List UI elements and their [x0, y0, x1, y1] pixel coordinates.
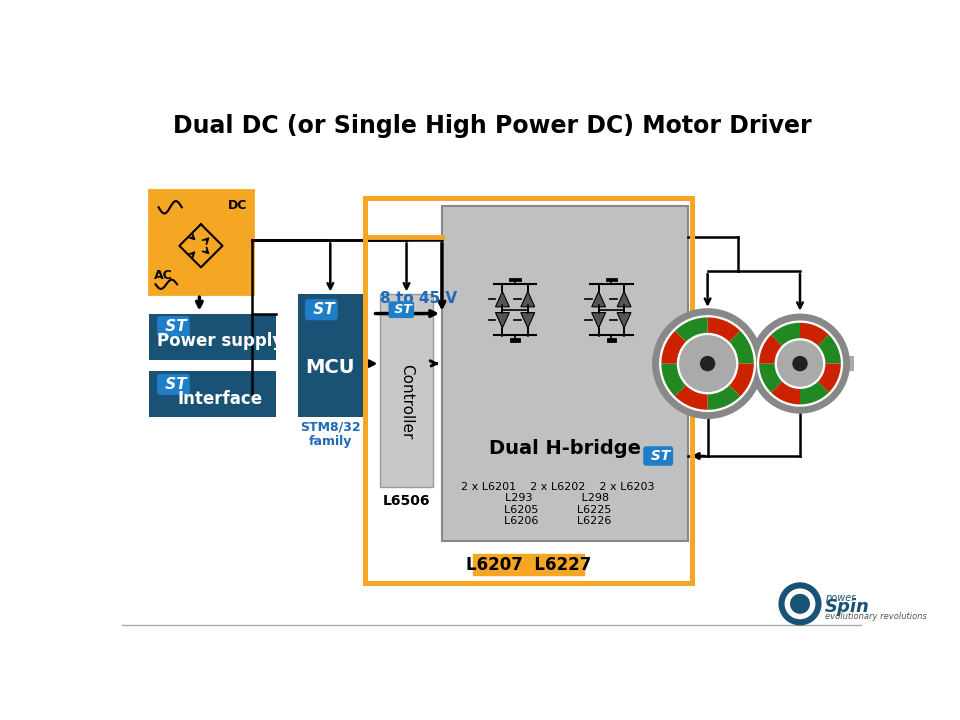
- Circle shape: [652, 308, 763, 419]
- Polygon shape: [495, 292, 510, 307]
- Bar: [652, 356, 663, 372]
- Circle shape: [756, 320, 843, 407]
- Text: L6206           L6226: L6206 L6226: [504, 516, 612, 526]
- Text: STM8/32
family: STM8/32 family: [300, 420, 361, 449]
- Bar: [298, 294, 364, 418]
- Circle shape: [700, 356, 715, 372]
- Polygon shape: [521, 292, 535, 307]
- Wedge shape: [708, 318, 740, 342]
- Wedge shape: [771, 323, 800, 346]
- Text: Power supply: Power supply: [157, 332, 283, 350]
- Circle shape: [679, 335, 736, 392]
- Bar: [750, 356, 761, 372]
- Wedge shape: [759, 364, 782, 392]
- Bar: [700, 408, 715, 418]
- Text: Spin: Spin: [825, 598, 870, 616]
- Text: AC: AC: [154, 269, 173, 282]
- Bar: [792, 402, 807, 413]
- Text: MCU: MCU: [305, 358, 355, 377]
- Text: DC: DC: [228, 199, 248, 212]
- Wedge shape: [771, 382, 800, 405]
- Text: power: power: [825, 593, 855, 603]
- Polygon shape: [617, 292, 631, 307]
- Polygon shape: [591, 312, 606, 328]
- Polygon shape: [591, 292, 606, 307]
- Text: Dual DC (or Single High Power DC) Motor Driver: Dual DC (or Single High Power DC) Motor …: [173, 114, 811, 138]
- Wedge shape: [675, 385, 708, 410]
- Circle shape: [660, 315, 756, 412]
- Wedge shape: [759, 335, 782, 364]
- Text: ST: ST: [160, 319, 187, 334]
- Bar: [380, 294, 433, 487]
- Wedge shape: [708, 385, 740, 410]
- Text: 8 to 45 V: 8 to 45 V: [380, 291, 457, 306]
- Circle shape: [777, 341, 823, 387]
- Text: L6506: L6506: [383, 494, 430, 508]
- Wedge shape: [730, 364, 754, 396]
- Text: L6207  L6227: L6207 L6227: [466, 556, 590, 574]
- Bar: [700, 312, 715, 323]
- Polygon shape: [521, 312, 535, 328]
- Circle shape: [779, 582, 822, 626]
- Text: ST: ST: [160, 377, 187, 392]
- Polygon shape: [495, 312, 510, 328]
- Text: ST: ST: [391, 303, 412, 316]
- Wedge shape: [818, 364, 841, 392]
- Bar: [442, 206, 688, 541]
- Text: ST: ST: [646, 449, 670, 463]
- Circle shape: [790, 594, 810, 614]
- Bar: [150, 190, 253, 294]
- Wedge shape: [675, 318, 708, 342]
- Bar: [365, 198, 692, 583]
- Bar: [756, 356, 767, 372]
- Circle shape: [784, 588, 815, 619]
- Wedge shape: [730, 331, 754, 364]
- Bar: [792, 318, 807, 328]
- Text: Controller: Controller: [399, 364, 414, 440]
- Text: ST: ST: [308, 302, 335, 318]
- Wedge shape: [800, 382, 828, 405]
- Wedge shape: [661, 364, 685, 396]
- Text: L293              L298: L293 L298: [505, 493, 610, 503]
- Text: Interface: Interface: [178, 390, 263, 408]
- Wedge shape: [818, 335, 841, 364]
- Text: Dual H-bridge: Dual H-bridge: [490, 438, 641, 458]
- Text: L6205           L6225: L6205 L6225: [504, 505, 612, 515]
- Circle shape: [750, 313, 850, 414]
- Circle shape: [792, 356, 807, 372]
- Bar: [472, 554, 585, 575]
- Bar: [842, 356, 853, 372]
- Text: 2 x L6201    2 x L6202    2 x L6203: 2 x L6201 2 x L6202 2 x L6203: [461, 482, 654, 492]
- Polygon shape: [617, 312, 631, 328]
- Wedge shape: [661, 331, 685, 364]
- Wedge shape: [800, 323, 828, 346]
- Bar: [150, 313, 276, 360]
- Bar: [150, 372, 276, 418]
- Text: evolutionary revolutions: evolutionary revolutions: [825, 612, 926, 621]
